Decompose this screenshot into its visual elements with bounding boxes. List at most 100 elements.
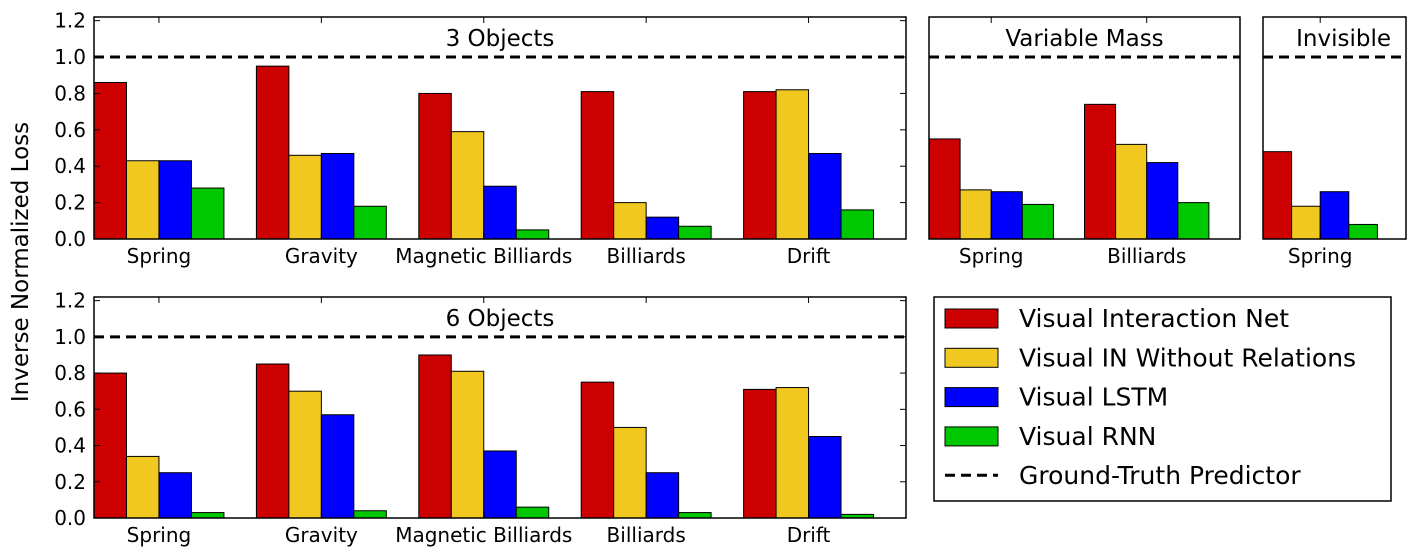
legend-swatch-visual-rnn — [944, 426, 999, 447]
y-tick-label-6obj: 0.2 — [54, 470, 86, 494]
panel-title-invisible: Invisible — [1296, 26, 1391, 52]
bar-3obj-visual-lstm-magnetic-billiards — [483, 185, 517, 240]
bar-3obj-visual-interaction-net-billiards — [580, 91, 615, 240]
legend-swatch-visual-interaction-net — [944, 308, 999, 329]
category-label-varmass: Billiards — [1107, 244, 1186, 268]
y-tick-label-3obj: 0.8 — [54, 81, 86, 105]
y-tick-label-6obj: 0.8 — [54, 361, 86, 385]
y-tick-label-6obj: 1.0 — [54, 325, 86, 349]
y-tick-label-3obj: 0.6 — [54, 118, 86, 142]
bar-6obj-visual-in-without-relations-gravity — [288, 390, 322, 519]
y-tick-label-6obj: 1.2 — [54, 289, 86, 313]
bar-6obj-visual-in-without-relations-magnetic-billiards — [450, 370, 485, 519]
y-tick-label-6obj: 0.4 — [54, 434, 86, 458]
bar-3obj-visual-rnn-drift — [840, 209, 875, 240]
legend-label-visual-interaction-net: Visual Interaction Net — [1019, 304, 1289, 333]
bar-3obj-visual-in-without-relations-drift — [775, 89, 810, 240]
category-label-6obj: Gravity — [285, 523, 358, 547]
bar-6obj-visual-in-without-relations-billiards — [613, 426, 647, 519]
category-label-6obj: Billiards — [607, 523, 686, 547]
legend-label-visual-rnn: Visual RNN — [1019, 422, 1156, 451]
bar-3obj-visual-rnn-billiards — [678, 225, 712, 240]
bar-invisible-visual-lstm-spring — [1319, 191, 1350, 240]
bar-invisible-visual-rnn-spring — [1348, 223, 1378, 240]
category-label-6obj: Drift — [787, 523, 831, 547]
bar-6obj-visual-rnn-gravity — [353, 510, 387, 519]
category-label-6obj: Magnetic Billiards — [395, 523, 572, 547]
panel-3obj: 0.0 0.2 0.4 0.6 0.8 1.0 1.2 Spring Gravity Magnet… — [54, 9, 907, 268]
category-label-3obj: Magnetic Billiards — [395, 244, 572, 268]
bar-3obj-visual-in-without-relations-spring — [125, 160, 160, 240]
bar-3obj-visual-rnn-spring — [190, 187, 225, 240]
bar-3obj-visual-in-without-relations-billiards — [613, 202, 647, 240]
panel-6obj: 0.0 0.2 0.4 0.6 0.8 1.0 1.2 Spring Gravity Magnet… — [54, 289, 907, 547]
bar-6obj-visual-rnn-billiards — [678, 512, 712, 519]
bar-3obj-visual-rnn-magnetic-billiards — [515, 229, 550, 240]
axes-frame-varmass — [928, 16, 1241, 240]
bar-varmass-visual-rnn-spring — [1021, 203, 1054, 240]
panel-invisible: Spring Invisible — [1262, 16, 1407, 268]
bar-varmass-visual-rnn-billiards — [1177, 202, 1210, 240]
category-label-varmass: Spring — [959, 244, 1024, 268]
bar-6obj-visual-rnn-magnetic-billiards — [515, 506, 550, 519]
category-label-3obj: Spring — [127, 244, 192, 268]
legend: Visual Interaction Net Visual IN Without … — [933, 296, 1392, 502]
bar-varmass-visual-lstm-spring — [990, 191, 1023, 240]
bar-6obj-visual-interaction-net-gravity — [255, 363, 290, 519]
y-tick-label-3obj: 1.0 — [54, 45, 86, 69]
category-label-3obj: Drift — [787, 244, 831, 268]
panel-title-6obj: 6 Objects — [446, 306, 555, 332]
axes-frame-invisible — [1262, 16, 1407, 240]
bar-6obj-visual-in-without-relations-spring — [125, 455, 160, 519]
legend-frame — [933, 296, 1392, 502]
axes-frame-6obj — [93, 296, 907, 519]
bar-varmass-visual-in-without-relations-spring — [959, 189, 992, 240]
category-label-6obj: Spring — [127, 523, 192, 547]
panels: 0.0 0.2 0.4 0.6 0.8 1.0 1.2 Spring Gravity Magnet… — [54, 9, 1407, 547]
bar-3obj-visual-lstm-gravity — [320, 152, 355, 240]
bar-varmass-visual-in-without-relations-billiards — [1115, 143, 1148, 240]
bar-invisible-visual-interaction-net-spring — [1262, 151, 1293, 240]
bar-6obj-visual-lstm-billiards — [645, 472, 680, 519]
axes-frame-3obj — [93, 16, 907, 240]
legend-label-ground-truth-predictor: Ground-Truth Predictor — [1019, 461, 1301, 490]
bar-6obj-visual-lstm-drift — [808, 435, 842, 519]
bar-invisible-visual-in-without-relations-spring — [1291, 205, 1321, 240]
bar-6obj-visual-rnn-spring — [190, 512, 225, 519]
category-label-3obj: Billiards — [607, 244, 686, 268]
bar-3obj-visual-in-without-relations-gravity — [288, 154, 322, 240]
legend-label-visual-in-without-relations: Visual IN Without Relations — [1019, 343, 1356, 372]
y-axis-label: Inverse Normalized Loss — [8, 122, 34, 402]
bar-6obj-visual-lstm-magnetic-billiards — [483, 450, 517, 519]
y-tick-label-6obj: 0.0 — [54, 506, 86, 530]
y-tick-label-3obj: 0.2 — [54, 191, 86, 215]
bar-6obj-visual-interaction-net-drift — [743, 388, 777, 519]
y-tick-label-6obj: 0.6 — [54, 397, 86, 421]
y-tick-label-3obj: 0.0 — [54, 227, 86, 251]
panel-varmass: Spring Billiards Variable Mass — [928, 16, 1241, 268]
legend-swatch-visual-in-without-relations — [944, 347, 999, 368]
bar-3obj-visual-interaction-net-magnetic-billiards — [418, 92, 452, 240]
panel-title-3obj: 3 Objects — [446, 26, 555, 52]
bar-6obj-visual-interaction-net-billiards — [580, 381, 615, 519]
panel-title-varmass: Variable Mass — [1005, 26, 1163, 52]
bar-6obj-visual-in-without-relations-drift — [775, 387, 810, 519]
category-label-3obj: Gravity — [285, 244, 358, 268]
bar-6obj-visual-interaction-net-magnetic-billiards — [418, 354, 452, 519]
bar-3obj-visual-in-without-relations-magnetic-billiards — [450, 131, 485, 240]
bar-3obj-visual-interaction-net-spring — [93, 82, 127, 240]
bar-3obj-visual-lstm-drift — [808, 152, 842, 240]
bar-3obj-visual-lstm-billiards — [645, 216, 680, 240]
legend-swatch-visual-lstm — [944, 387, 999, 408]
bar-varmass-visual-interaction-net-spring — [928, 138, 961, 240]
bar-varmass-visual-lstm-billiards — [1146, 162, 1179, 240]
bar-varmass-visual-interaction-net-billiards — [1084, 103, 1117, 240]
bar-3obj-visual-rnn-gravity — [353, 205, 387, 240]
category-label-invisible: Spring — [1288, 244, 1353, 268]
bar-3obj-visual-lstm-spring — [158, 160, 192, 240]
bar-3obj-visual-interaction-net-drift — [743, 91, 777, 240]
y-tick-label-3obj: 1.2 — [54, 9, 86, 33]
legend-label-visual-lstm: Visual LSTM — [1019, 383, 1168, 412]
bar-6obj-visual-lstm-gravity — [320, 414, 355, 519]
